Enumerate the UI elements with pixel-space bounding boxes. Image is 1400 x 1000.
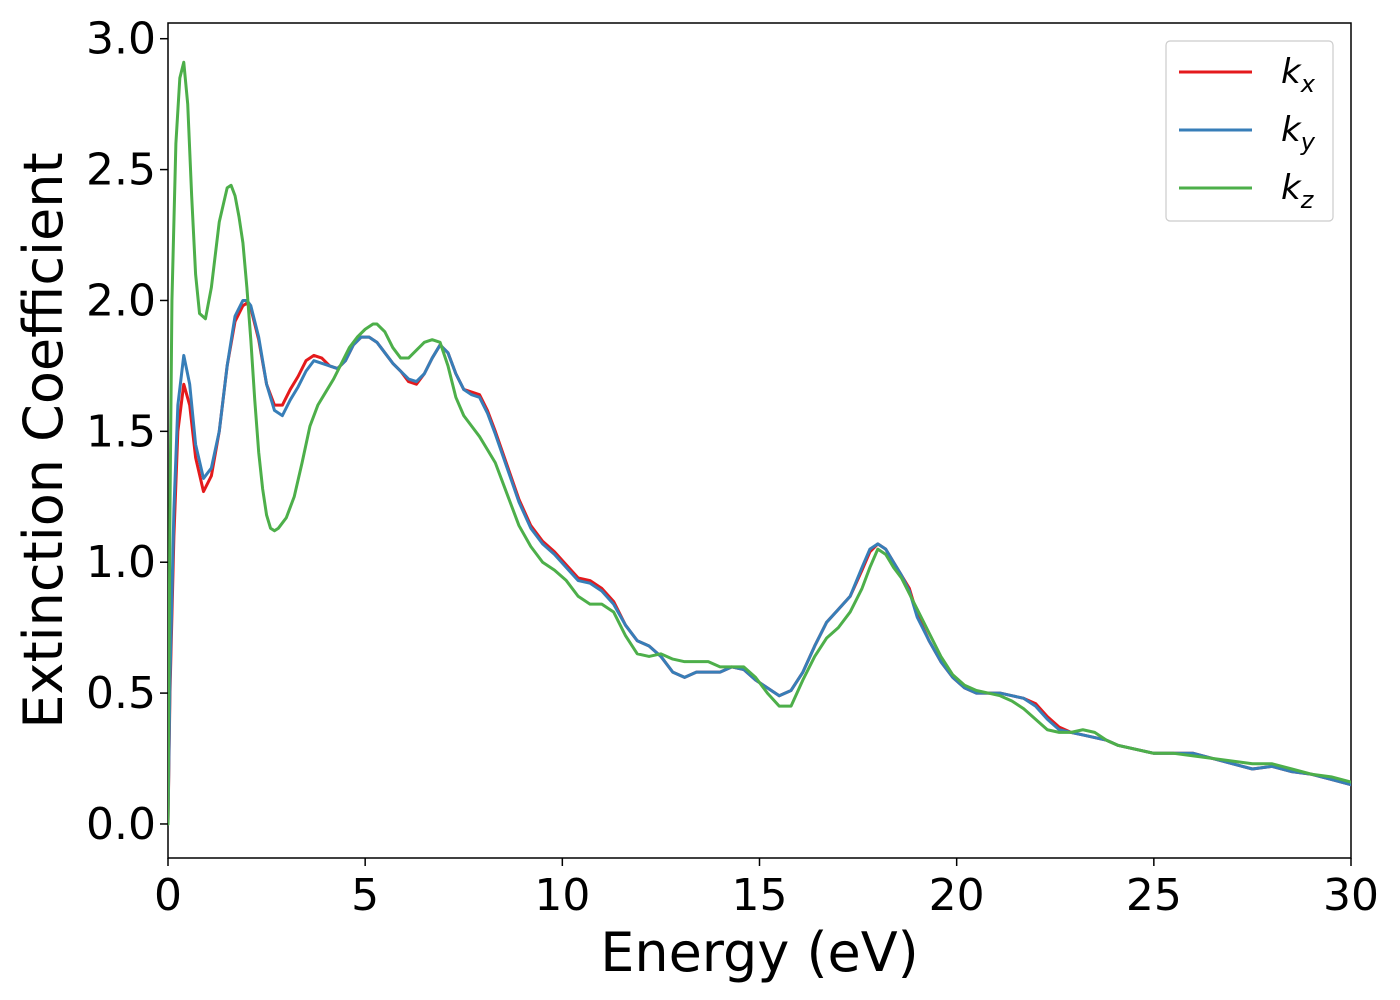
legend-label-z: kz	[1281, 168, 1315, 214]
x-tick-label: 25	[1126, 870, 1182, 921]
y-tick-label: 1.5	[86, 406, 156, 457]
x-axis-title: Energy (eV)	[600, 921, 919, 984]
y-axis: 0.0 0.5 1.0 1.5 2.0 2.5 3.0	[86, 14, 168, 850]
y-tick-label: 1.0	[86, 537, 156, 588]
series-line-z	[168, 60, 1351, 826]
legend-label-sub: z	[1300, 186, 1315, 214]
x-tick-label: 5	[351, 870, 379, 921]
x-tick-label: 0	[154, 870, 182, 921]
y-axis-title: Extinction Coefficient	[12, 152, 75, 728]
x-tick-label: 30	[1323, 870, 1379, 921]
x-tick-label: 15	[732, 870, 788, 921]
y-tick-label: 0.0	[86, 799, 156, 850]
legend-label-main: k	[1281, 52, 1302, 92]
legend-label-y: ky	[1281, 110, 1316, 156]
x-tick-label: 10	[534, 870, 590, 921]
y-tick-label: 3.0	[86, 14, 156, 65]
plot-area	[167, 22, 1352, 859]
series-layer	[168, 60, 1351, 826]
legend-label-main: k	[1281, 110, 1302, 150]
y-tick-label: 2.0	[86, 275, 156, 326]
x-tick-label: 20	[929, 870, 985, 921]
series-line-y	[168, 298, 1351, 826]
y-tick-label: 2.5	[86, 145, 156, 196]
legend-label-sub: x	[1300, 70, 1316, 98]
legend-label-sub: y	[1300, 128, 1316, 156]
y-tick-label: 0.5	[86, 668, 156, 719]
legend-label-main: k	[1281, 168, 1302, 208]
x-axis: 0 5 10 15 20 25 30	[154, 858, 1379, 921]
legend-label-x: kx	[1281, 52, 1316, 98]
plot-frame	[167, 22, 1352, 859]
